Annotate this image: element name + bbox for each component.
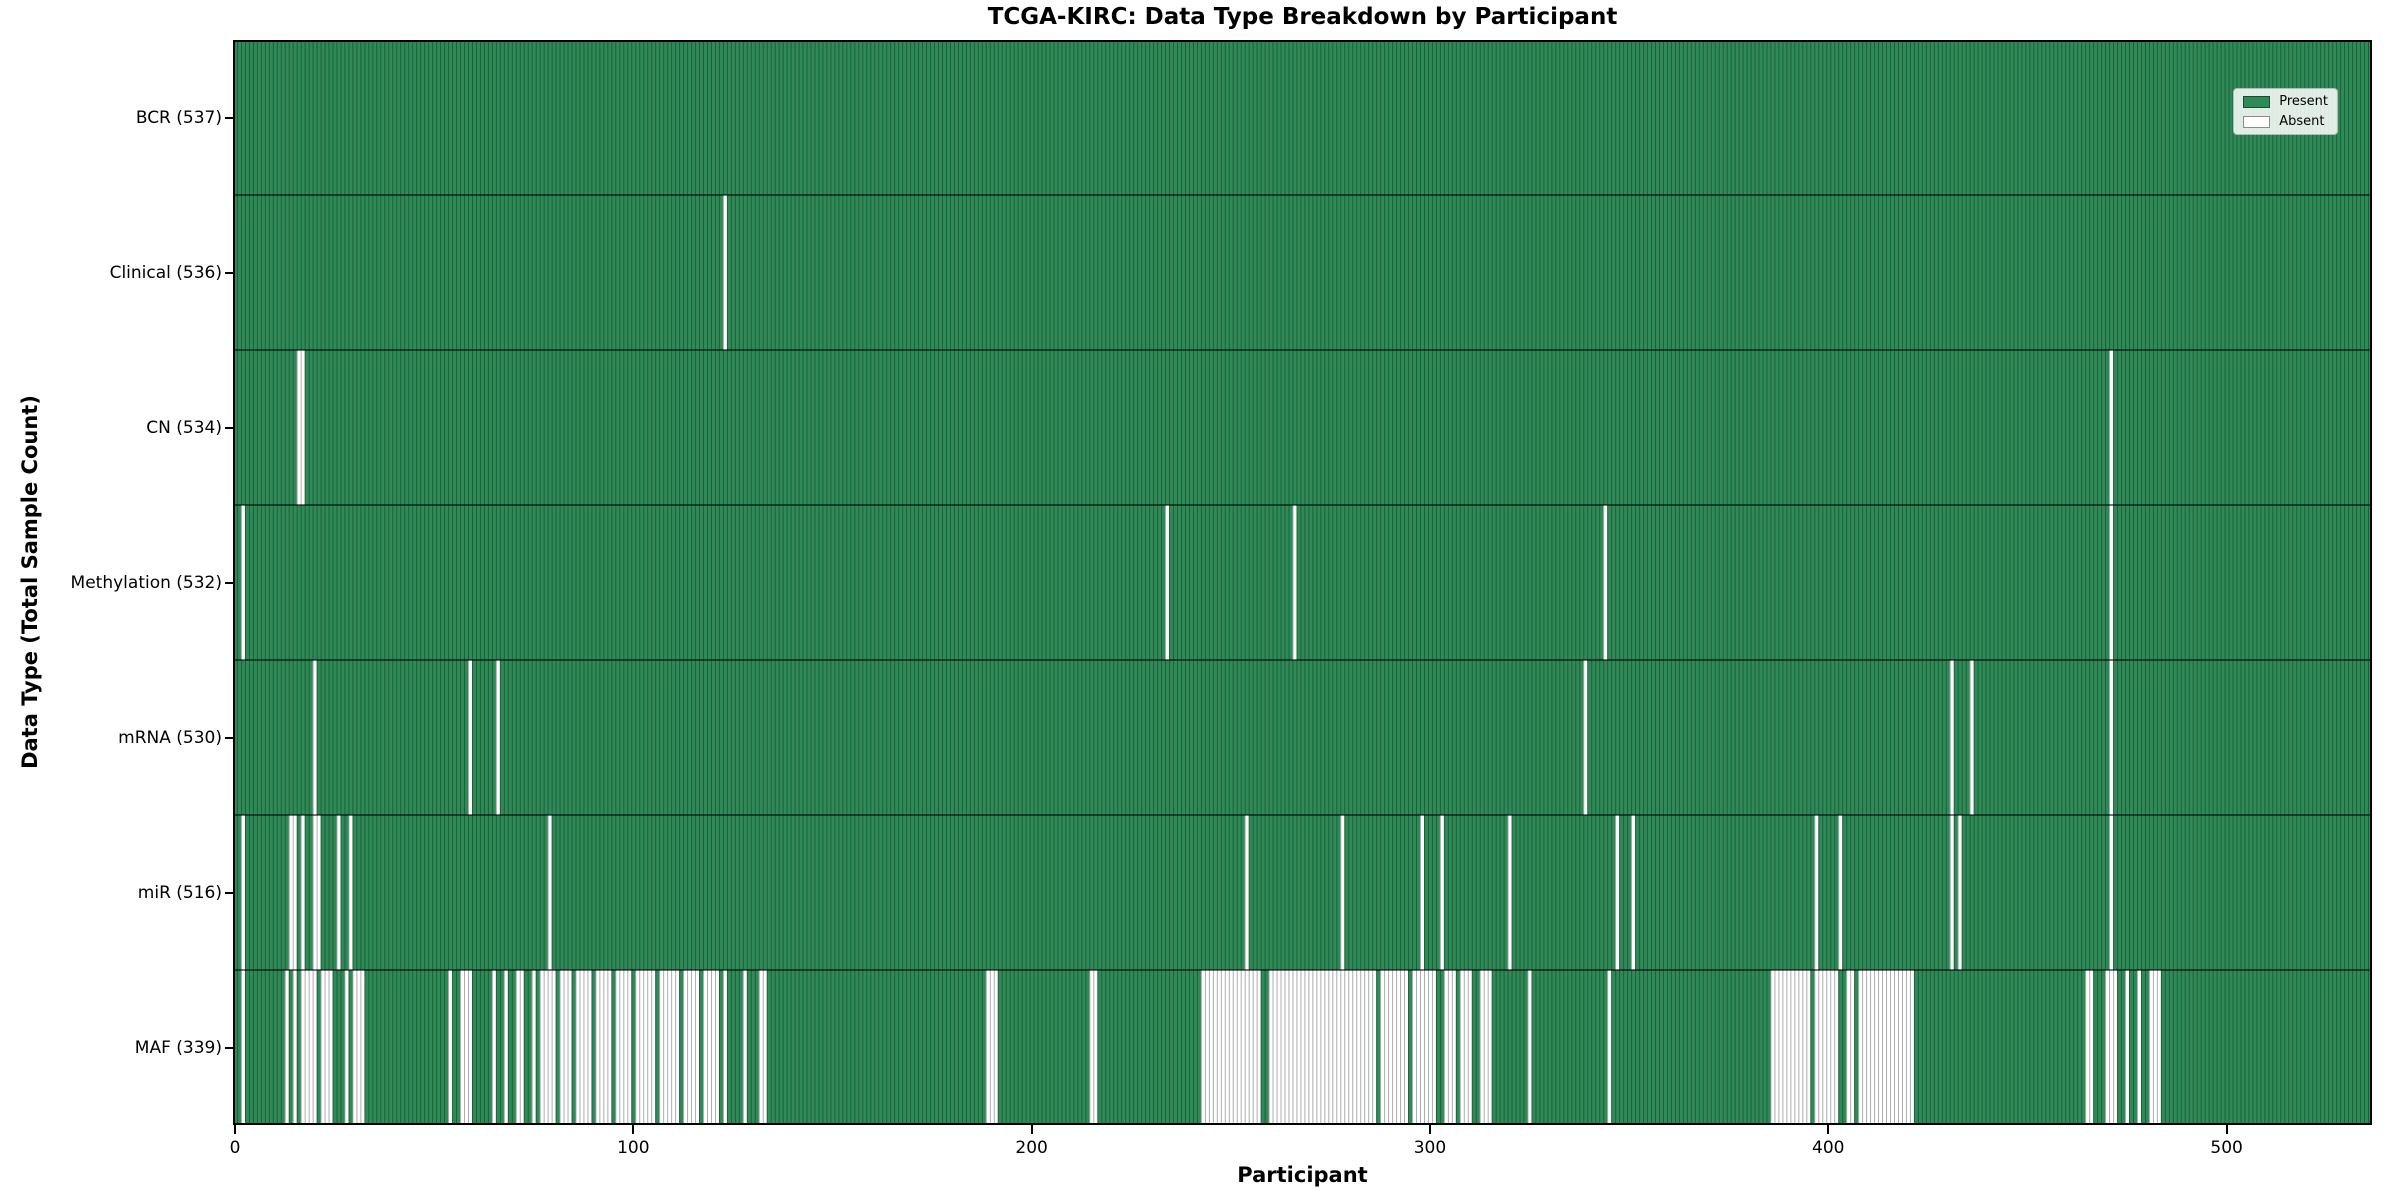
y-tick-mark — [225, 1046, 233, 1049]
legend-swatch-present-icon — [2243, 95, 2271, 108]
y-tick-label-CN: CN (534) — [146, 417, 222, 438]
y-tick-label-miR: miR (516) — [137, 882, 222, 903]
y-tick-label-Methylation: Methylation (532) — [70, 572, 222, 593]
x-tick-mark — [1428, 1125, 1431, 1134]
legend-entry-present: Present — [2243, 94, 2328, 109]
x-tick-label-200: 200 — [1015, 1138, 1048, 1158]
x-tick-label-400: 400 — [1812, 1138, 1845, 1158]
y-tick-mark — [225, 426, 233, 429]
legend: Present Absent — [2233, 88, 2338, 135]
legend-swatch-absent-icon — [2243, 115, 2271, 128]
x-tick-mark — [1030, 1125, 1033, 1134]
plot-area: Present Absent — [233, 40, 2372, 1125]
x-tick-label-300: 300 — [1413, 1138, 1447, 1158]
legend-label-present: Present — [2279, 94, 2328, 109]
plot-canvas — [233, 40, 2372, 1125]
x-tick-mark — [233, 1125, 236, 1134]
x-tick-label-500: 500 — [2210, 1138, 2243, 1158]
y-tick-label-mRNA: mRNA (530) — [118, 727, 222, 748]
y-tick-mark — [225, 271, 233, 274]
y-tick-label-Clinical: Clinical (536) — [109, 262, 222, 283]
y-tick-mark — [225, 581, 233, 584]
chart-title: TCGA-KIRC: Data Type Breakdown by Partic… — [987, 4, 1618, 30]
x-tick-label-100: 100 — [617, 1138, 650, 1158]
x-tick-label-0: 0 — [229, 1138, 241, 1158]
x-tick-mark — [632, 1125, 635, 1134]
y-tick-mark — [225, 116, 233, 119]
x-tick-mark — [1827, 1125, 1830, 1134]
y-tick-mark — [225, 891, 233, 894]
y-tick-label-MAF: MAF (339) — [134, 1037, 222, 1058]
legend-label-absent: Absent — [2279, 114, 2325, 129]
y-tick-label-BCR: BCR (537) — [135, 107, 222, 128]
x-axis-label: Participant — [1237, 1163, 1368, 1187]
legend-entry-absent: Absent — [2243, 114, 2328, 129]
y-tick-mark — [225, 736, 233, 739]
x-tick-mark — [2225, 1125, 2228, 1134]
